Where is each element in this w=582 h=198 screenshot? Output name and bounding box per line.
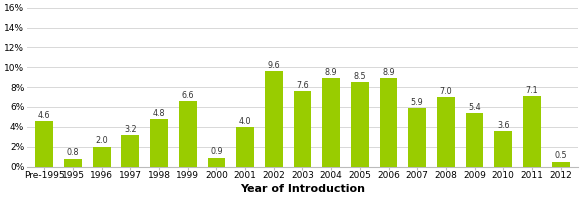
Bar (36, 121, 53, 167)
X-axis label: Year of Introduction: Year of Introduction (240, 184, 365, 194)
Bar (265, 71, 283, 167)
Text: 4.0: 4.0 (239, 117, 251, 126)
Bar (409, 108, 426, 167)
Bar (236, 127, 254, 167)
Text: 0.9: 0.9 (210, 147, 223, 156)
Bar (293, 91, 311, 167)
Bar (179, 101, 197, 167)
Text: 7.1: 7.1 (526, 86, 538, 95)
Bar (122, 135, 139, 167)
Text: 8.5: 8.5 (353, 72, 366, 81)
Text: 0.8: 0.8 (67, 148, 79, 157)
Text: 7.6: 7.6 (296, 81, 309, 90)
Text: 5.9: 5.9 (411, 98, 424, 107)
Bar (150, 119, 168, 167)
Text: 0.5: 0.5 (554, 151, 567, 160)
Text: 5.4: 5.4 (469, 103, 481, 112)
Text: 7.0: 7.0 (439, 87, 452, 96)
Text: 6.6: 6.6 (182, 91, 194, 100)
Text: 8.9: 8.9 (382, 68, 395, 77)
Bar (437, 97, 455, 167)
Text: 3.2: 3.2 (124, 125, 137, 133)
Bar (494, 131, 512, 167)
Bar (379, 78, 398, 167)
Bar (64, 159, 82, 167)
Bar (523, 96, 541, 167)
Bar (552, 162, 570, 167)
Bar (208, 158, 225, 167)
Bar (322, 78, 340, 167)
Text: 3.6: 3.6 (497, 121, 509, 129)
Bar (93, 147, 111, 167)
Text: 9.6: 9.6 (268, 61, 280, 70)
Text: 8.9: 8.9 (325, 68, 338, 77)
Text: 4.6: 4.6 (38, 111, 51, 120)
Text: 2.0: 2.0 (95, 136, 108, 146)
Bar (351, 82, 369, 167)
Bar (466, 113, 484, 167)
Text: 4.8: 4.8 (152, 109, 165, 118)
